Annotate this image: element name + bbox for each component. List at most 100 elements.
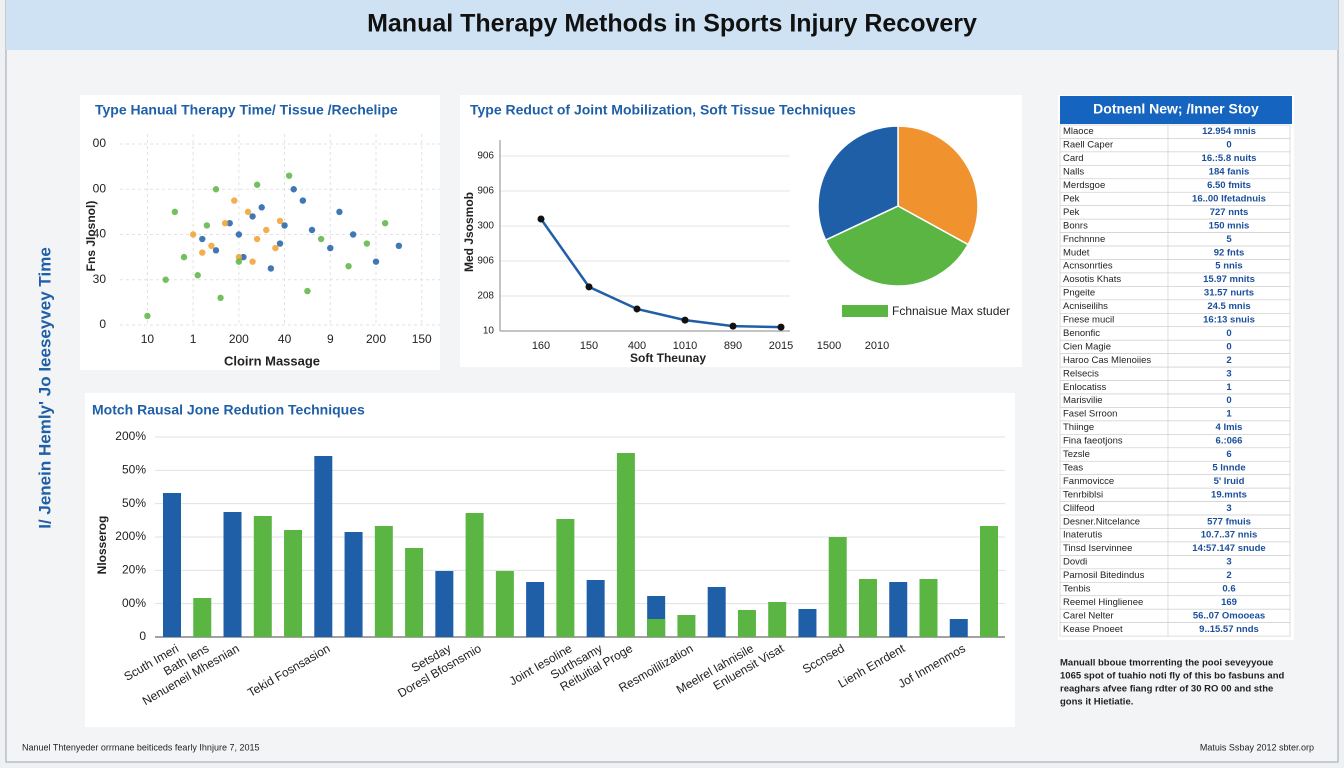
legend-label: Fchnaisue Max studer bbox=[892, 304, 1010, 318]
line-point bbox=[537, 215, 545, 223]
table-row bbox=[1059, 165, 1291, 180]
table-cell: Pek bbox=[1063, 207, 1080, 218]
scatter-point bbox=[336, 208, 343, 216]
scatter-point bbox=[276, 240, 284, 247]
table-cell: Nalls bbox=[1063, 167, 1084, 178]
line-point bbox=[585, 283, 593, 291]
y-tick-label: 40 bbox=[93, 227, 107, 241]
bar bbox=[737, 610, 756, 637]
table-cell: Kease Pnoeet bbox=[1063, 624, 1123, 635]
scatter-point bbox=[203, 222, 211, 229]
bar bbox=[980, 526, 999, 637]
bar bbox=[253, 516, 272, 637]
table-row bbox=[1059, 218, 1291, 233]
scatter-point bbox=[317, 235, 325, 243]
scatter-point bbox=[253, 181, 261, 188]
table-cell: Card bbox=[1063, 153, 1084, 164]
table-cell: 14:57.147 snude bbox=[1192, 543, 1265, 554]
bar bbox=[949, 619, 968, 637]
scatter-point bbox=[249, 213, 256, 220]
y-tick-label: 00 bbox=[93, 136, 107, 150]
scatter-point bbox=[231, 197, 238, 204]
scatter-point bbox=[304, 287, 311, 295]
table-row bbox=[1059, 245, 1291, 260]
table-cell: 3 bbox=[1226, 557, 1231, 568]
table-cell: 19.mnts bbox=[1211, 489, 1247, 500]
y-tick-label: 906 bbox=[477, 256, 494, 267]
table-cell: 24.5 mnis bbox=[1207, 301, 1250, 312]
table-cell: Relsecis bbox=[1063, 368, 1099, 379]
y-tick-label: 0 bbox=[99, 317, 106, 331]
x-axis-label: Cloirn Massage bbox=[224, 353, 320, 368]
table-row bbox=[1059, 622, 1291, 637]
table-cell: 0.6 bbox=[1222, 584, 1235, 595]
table-cell: 15.97 mnits bbox=[1203, 274, 1255, 285]
y-tick-label: 00% bbox=[122, 596, 146, 610]
bar bbox=[586, 580, 605, 637]
line-point bbox=[777, 323, 785, 331]
table-cell: 4 Imis bbox=[1216, 422, 1243, 433]
y-tick-label: 200% bbox=[115, 429, 146, 443]
pie-slice bbox=[897, 125, 979, 246]
x-tick-label: 2010 bbox=[865, 340, 889, 352]
table-cell: 16..00 Ifetadnuis bbox=[1192, 193, 1266, 204]
table-cell: Fanmovicce bbox=[1063, 476, 1114, 487]
table-cell: Fina faeotjons bbox=[1063, 436, 1123, 447]
table-cell: 12.954 mnis bbox=[1202, 126, 1256, 137]
footer-left: Nanuel Thtenyeder orrmane beiticeds fear… bbox=[22, 742, 259, 752]
chart-title: Type Reduct of Joint Mobilization, Soft … bbox=[470, 102, 856, 118]
y-axis-label: Med Jsosmob bbox=[462, 192, 476, 272]
pie-slice bbox=[817, 125, 899, 242]
y-axis-label: Nlosserog bbox=[95, 516, 109, 575]
y-tick-label: 20% bbox=[122, 563, 146, 577]
scatter-panel bbox=[80, 95, 440, 370]
table-cell: Raell Caper bbox=[1063, 140, 1113, 151]
x-tick-label: 150 bbox=[412, 332, 432, 346]
x-tick-label: 10 bbox=[141, 332, 155, 346]
table-cell: 6 bbox=[1226, 449, 1231, 460]
table-cell: Benonfic bbox=[1063, 328, 1100, 339]
x-tick-label: 160 bbox=[532, 340, 550, 352]
table-cell: 169 bbox=[1221, 597, 1237, 608]
table-cell: 0 bbox=[1226, 328, 1231, 339]
scatter-point bbox=[249, 258, 256, 265]
table-cell: Enlocatiss bbox=[1063, 382, 1107, 393]
scatter-point bbox=[345, 262, 352, 270]
table-cell: Aosotis Khats bbox=[1063, 274, 1121, 285]
scatter-point bbox=[226, 219, 233, 227]
bar bbox=[435, 571, 454, 637]
bar bbox=[405, 548, 424, 637]
table-cell: Pngeite bbox=[1063, 288, 1095, 299]
table-cell: 1 bbox=[1226, 382, 1232, 393]
table-header bbox=[1060, 96, 1292, 124]
header-band bbox=[6, 0, 1338, 50]
scatter-point bbox=[235, 231, 243, 238]
pie-slice bbox=[824, 205, 970, 287]
x-tick-label: 400 bbox=[628, 340, 646, 352]
y-axis-label: Fns Jlosnol) bbox=[84, 201, 98, 272]
table-cell: 0 bbox=[1226, 140, 1231, 151]
table-cell: Dovdi bbox=[1063, 557, 1087, 568]
scatter-point bbox=[363, 240, 371, 247]
table-cell: Fnese mucil bbox=[1063, 315, 1114, 326]
note-line: Manuall bboue tmorrenting the pooi sevey… bbox=[1060, 658, 1273, 669]
table-row bbox=[1059, 205, 1291, 220]
table-cell: Tenbis bbox=[1063, 584, 1091, 595]
y-tick-label: 50% bbox=[122, 496, 146, 510]
table-cell: 6.50 fmits bbox=[1207, 180, 1251, 191]
bar bbox=[374, 526, 393, 637]
scatter-point bbox=[299, 197, 307, 204]
table-cell: 5' Iruid bbox=[1214, 476, 1245, 487]
line-point bbox=[729, 322, 737, 330]
bar bbox=[163, 493, 181, 637]
table-cell: 16:13 snuis bbox=[1203, 315, 1255, 326]
bar bbox=[889, 582, 908, 637]
table-cell: 5 bbox=[1226, 234, 1232, 245]
table-cell: Tinsd Iservinnee bbox=[1063, 543, 1132, 554]
table-cell: 184 fanis bbox=[1209, 167, 1250, 178]
table-cell: 6.:066 bbox=[1216, 436, 1243, 447]
table-cell: Fasel Srroon bbox=[1063, 409, 1117, 420]
scatter-point bbox=[272, 244, 279, 252]
scatter-point bbox=[349, 231, 357, 238]
